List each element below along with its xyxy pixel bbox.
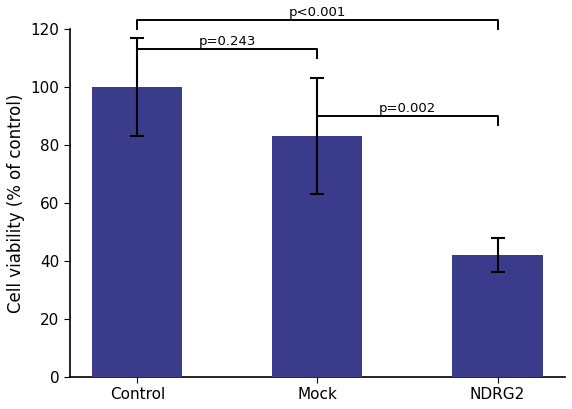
Bar (272, 136, 363, 377)
Text: p=0.243: p=0.243 (198, 35, 256, 48)
Text: p=0.002: p=0.002 (379, 101, 436, 115)
Y-axis label: Cell viability (% of control): Cell viability (% of control) (7, 93, 25, 312)
Bar (452, 255, 543, 377)
Bar (92, 87, 182, 377)
Text: p<0.001: p<0.001 (289, 6, 346, 19)
